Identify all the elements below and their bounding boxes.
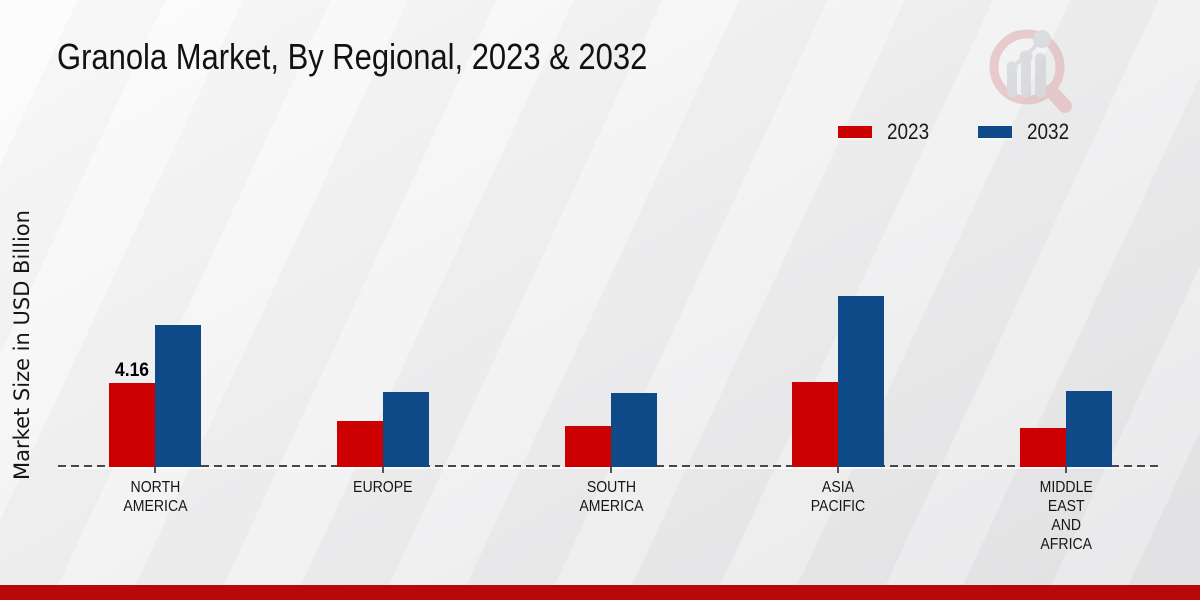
bar-2023-middle-east-and-africa (1020, 428, 1066, 467)
bar-2032-europe (383, 392, 429, 467)
bar-2023-asia-pacific (792, 382, 838, 467)
x-axis-label-south-america: SOUTH AMERICA (531, 478, 691, 516)
x-axis-label-text: MIDDLE EAST AND AFRICA (1039, 479, 1093, 553)
chart-title: Granola Market, By Regional, 2023 & 2032 (57, 36, 648, 77)
x-axis-label-asia-pacific: ASIA PACIFIC (758, 478, 918, 516)
bar-2023-europe (337, 421, 383, 467)
legend-label-2032: 2032 (1026, 119, 1070, 144)
x-axis-label-north-america: NORTH AMERICA (75, 478, 235, 516)
bar-value-label: 4.16 (114, 360, 151, 382)
bar-value-text: 4.16 (114, 360, 150, 381)
x-axis-label-europe: EUROPE (303, 478, 463, 497)
x-axis-label-text: SOUTH AMERICA (578, 479, 644, 515)
axis-tick (382, 467, 384, 473)
bar-2023-north-america (109, 383, 155, 467)
legend-swatch-2032 (977, 126, 1012, 138)
bar-2023-south-america (565, 426, 611, 467)
x-axis-label-middle-east-and-africa: MIDDLE EAST AND AFRICA (986, 478, 1146, 554)
footer-accent-bar (0, 585, 1200, 600)
axis-tick (837, 467, 839, 473)
legend: 2023 2032 (838, 119, 1076, 145)
x-axis-label-text: NORTH AMERICA (122, 479, 188, 515)
legend-item-2032: 2032 (977, 119, 1076, 145)
bar-2032-asia-pacific (838, 296, 884, 467)
market-research-future-logo-icon (989, 29, 1072, 113)
axis-tick (1065, 467, 1067, 473)
bar-2032-north-america (155, 325, 201, 467)
legend-item-2023: 2023 (838, 119, 936, 145)
bar-2032-south-america (611, 393, 657, 467)
bar-2032-middle-east-and-africa (1066, 391, 1112, 467)
x-axis-label-text: ASIA PACIFIC (810, 479, 866, 515)
legend-label-2023: 2023 (887, 119, 930, 144)
axis-tick (610, 467, 612, 473)
legend-swatch-2023 (838, 126, 872, 138)
x-axis-label-text: EUROPE (353, 479, 413, 496)
axis-tick (154, 467, 156, 473)
